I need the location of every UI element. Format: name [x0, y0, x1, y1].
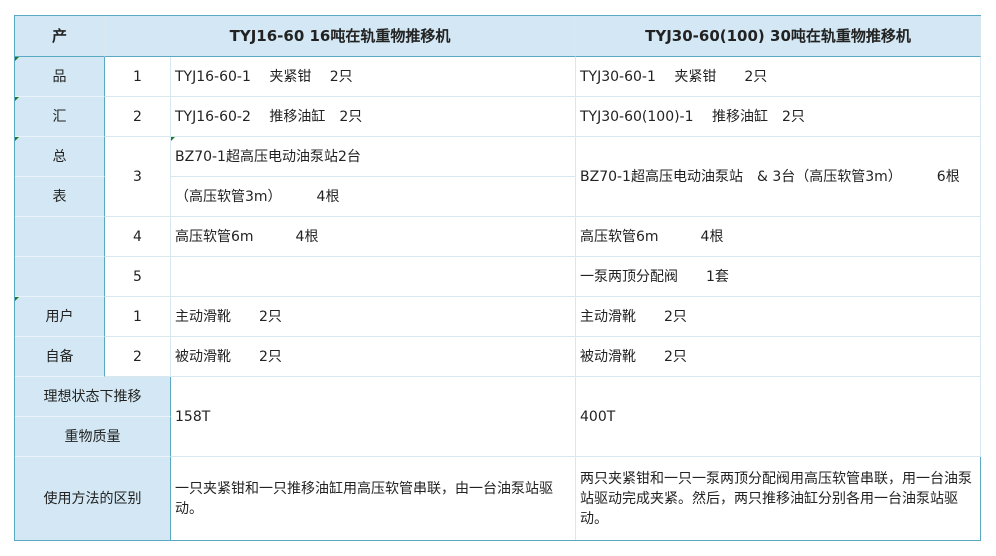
comment-marker-icon [15, 297, 19, 301]
capacity-col2[interactable]: 400T [576, 377, 981, 457]
row-number[interactable]: 2 [105, 337, 171, 377]
cell-col2[interactable]: TYJ30-60(100)-1 推移油缸 2只 [576, 97, 981, 137]
side-label-text: 用户 [45, 308, 74, 325]
comment-marker-icon [15, 137, 19, 141]
side-label-text: 汇 [52, 108, 67, 125]
capacity-col1[interactable]: 158T [171, 377, 576, 457]
side-label-empty[interactable] [15, 217, 105, 257]
header-col2[interactable]: TYJ30-60(100) 30吨在轨重物推移机 [576, 16, 981, 57]
side-label[interactable]: 总 [15, 137, 105, 177]
comment-marker-icon [15, 97, 19, 101]
product-comparison-table: 产 TYJ16-60 16吨在轨重物推移机 TYJ30-60(100) 30吨在… [14, 15, 981, 541]
cell-text: BZ70-1超高压电动油泵站2台 [175, 148, 361, 165]
capacity-label-2[interactable]: 重物质量 [15, 417, 171, 457]
usage-label[interactable]: 使用方法的区别 [15, 457, 171, 540]
side-label[interactable]: 品 [15, 57, 105, 97]
row-number[interactable]: 2 [105, 97, 171, 137]
usage-col1[interactable]: 一只夹紧钳和一只推移油缸用高压软管串联，由一台油泵站驱动。 [171, 457, 576, 540]
comment-marker-icon [15, 57, 19, 61]
cell-col2[interactable]: TYJ30-60-1 夹紧钳 2只 [576, 57, 981, 97]
side-label[interactable]: 汇 [15, 97, 105, 137]
cell-col2[interactable]: BZ70-1超高压电动油泵站 & 3台（高压软管3m） 6根 [576, 137, 981, 217]
row-number[interactable]: 1 [105, 297, 171, 337]
cell-col2[interactable]: 一泵两顶分配阀 1套 [576, 257, 981, 297]
cell-col2[interactable]: 被动滑靴 2只 [576, 337, 981, 377]
cell-col1[interactable]: TYJ16-60-2 推移油缸 2只 [171, 97, 576, 137]
row-number[interactable]: 3 [105, 137, 171, 217]
usage-col2[interactable]: 两只夹紧钳和一只一泵两顶分配阀用高压软管串联，用一台油泵站驱动完成夹紧。然后，两… [580, 470, 972, 527]
side-label-text: 品 [52, 68, 67, 85]
side-label[interactable]: 用户 [15, 297, 105, 337]
cell-col2[interactable]: 主动滑靴 2只 [576, 297, 981, 337]
cell-col1[interactable]: 高压软管6m 4根 [171, 217, 576, 257]
side-label-empty[interactable] [15, 257, 105, 297]
cell-col1[interactable]: BZ70-1超高压电动油泵站2台 [171, 137, 576, 177]
header-col1[interactable]: TYJ16-60 16吨在轨重物推移机 [105, 16, 576, 57]
cell-col1[interactable] [171, 257, 576, 297]
row-number[interactable]: 5 [105, 257, 171, 297]
cell-col1[interactable]: TYJ16-60-1 夹紧钳 2只 [171, 57, 576, 97]
cell-col1-line2[interactable]: （高压软管3m） 4根 [171, 177, 576, 217]
side-label[interactable]: 表 [15, 177, 105, 217]
cell-col1[interactable]: 被动滑靴 2只 [171, 337, 576, 377]
side-label[interactable]: 自备 [15, 337, 105, 377]
capacity-label-1[interactable]: 理想状态下推移 [15, 377, 171, 417]
row-number[interactable]: 4 [105, 217, 171, 257]
side-label-text: 总 [52, 148, 67, 165]
cell-col2[interactable]: 高压软管6m 4根 [576, 217, 981, 257]
header-label[interactable]: 产 [15, 16, 105, 57]
row-number[interactable]: 1 [105, 57, 171, 97]
cell-col1[interactable]: 主动滑靴 2只 [171, 297, 576, 337]
comment-marker-icon [171, 137, 175, 141]
